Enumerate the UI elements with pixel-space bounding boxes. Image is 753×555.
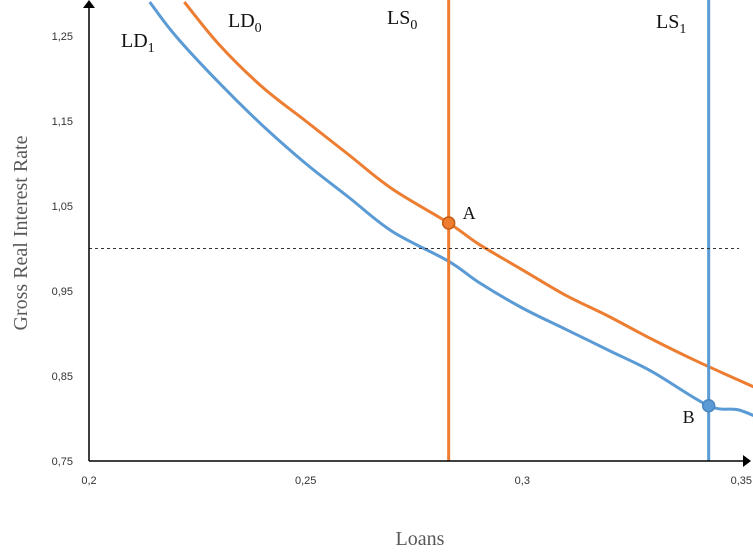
y-tick-label: 1,05: [52, 201, 73, 213]
series-ls1-label: LS1: [656, 11, 686, 37]
y-tick-label: 0,95: [52, 286, 73, 298]
series-ld0-label-main: LD: [228, 10, 255, 32]
y-axis-title: Gross Real Interest Rate: [10, 135, 32, 330]
series-ls0-label-main: LS: [387, 7, 410, 29]
series-ls1-label-sub: 1: [679, 22, 686, 37]
series-ld0-label-sub: 0: [255, 21, 262, 36]
x-axis-title: Loans: [396, 528, 445, 550]
axes-layer: [83, 0, 751, 467]
x-tick-label: 0,35: [731, 475, 752, 487]
x-tick-label: 0,3: [515, 475, 530, 487]
y-tick-label: 1,15: [52, 116, 73, 128]
y-tick-label: 0,85: [52, 371, 73, 383]
series-ld0-label: LD0: [228, 10, 262, 36]
x-tick-label: 0,2: [81, 475, 96, 487]
series-ld1-label-sub: 1: [148, 41, 155, 56]
series-ls0-label: LS0: [387, 7, 417, 33]
series-ld0-line: [183, 1, 753, 389]
ticks-layer: 0,2 0,25 0,3 0,35 0,75 0,85 0,95 1,05 1,15 1,25: [52, 31, 752, 487]
y-tick-label: 1,25: [52, 31, 73, 43]
y-tick-label: 0,75: [52, 456, 73, 468]
curves-layer: [148, 0, 753, 461]
y-axis-arrowhead: [83, 0, 95, 8]
point-b-marker: [701, 399, 716, 413]
point-a-label: A: [463, 203, 476, 223]
series-ls1-label-main: LS: [656, 11, 679, 33]
series-ld1-line: [148, 1, 753, 417]
series-ld1-label-main: LD: [121, 30, 148, 52]
point-a-marker: [441, 216, 456, 230]
series-ld1-label: LD1: [121, 30, 155, 56]
x-tick-label: 0,25: [295, 475, 316, 487]
series-ls0-label-sub: 0: [410, 18, 417, 33]
markers-layer: AB: [441, 203, 716, 427]
x-axis-arrowhead: [743, 455, 751, 467]
point-b-label: B: [683, 407, 695, 427]
